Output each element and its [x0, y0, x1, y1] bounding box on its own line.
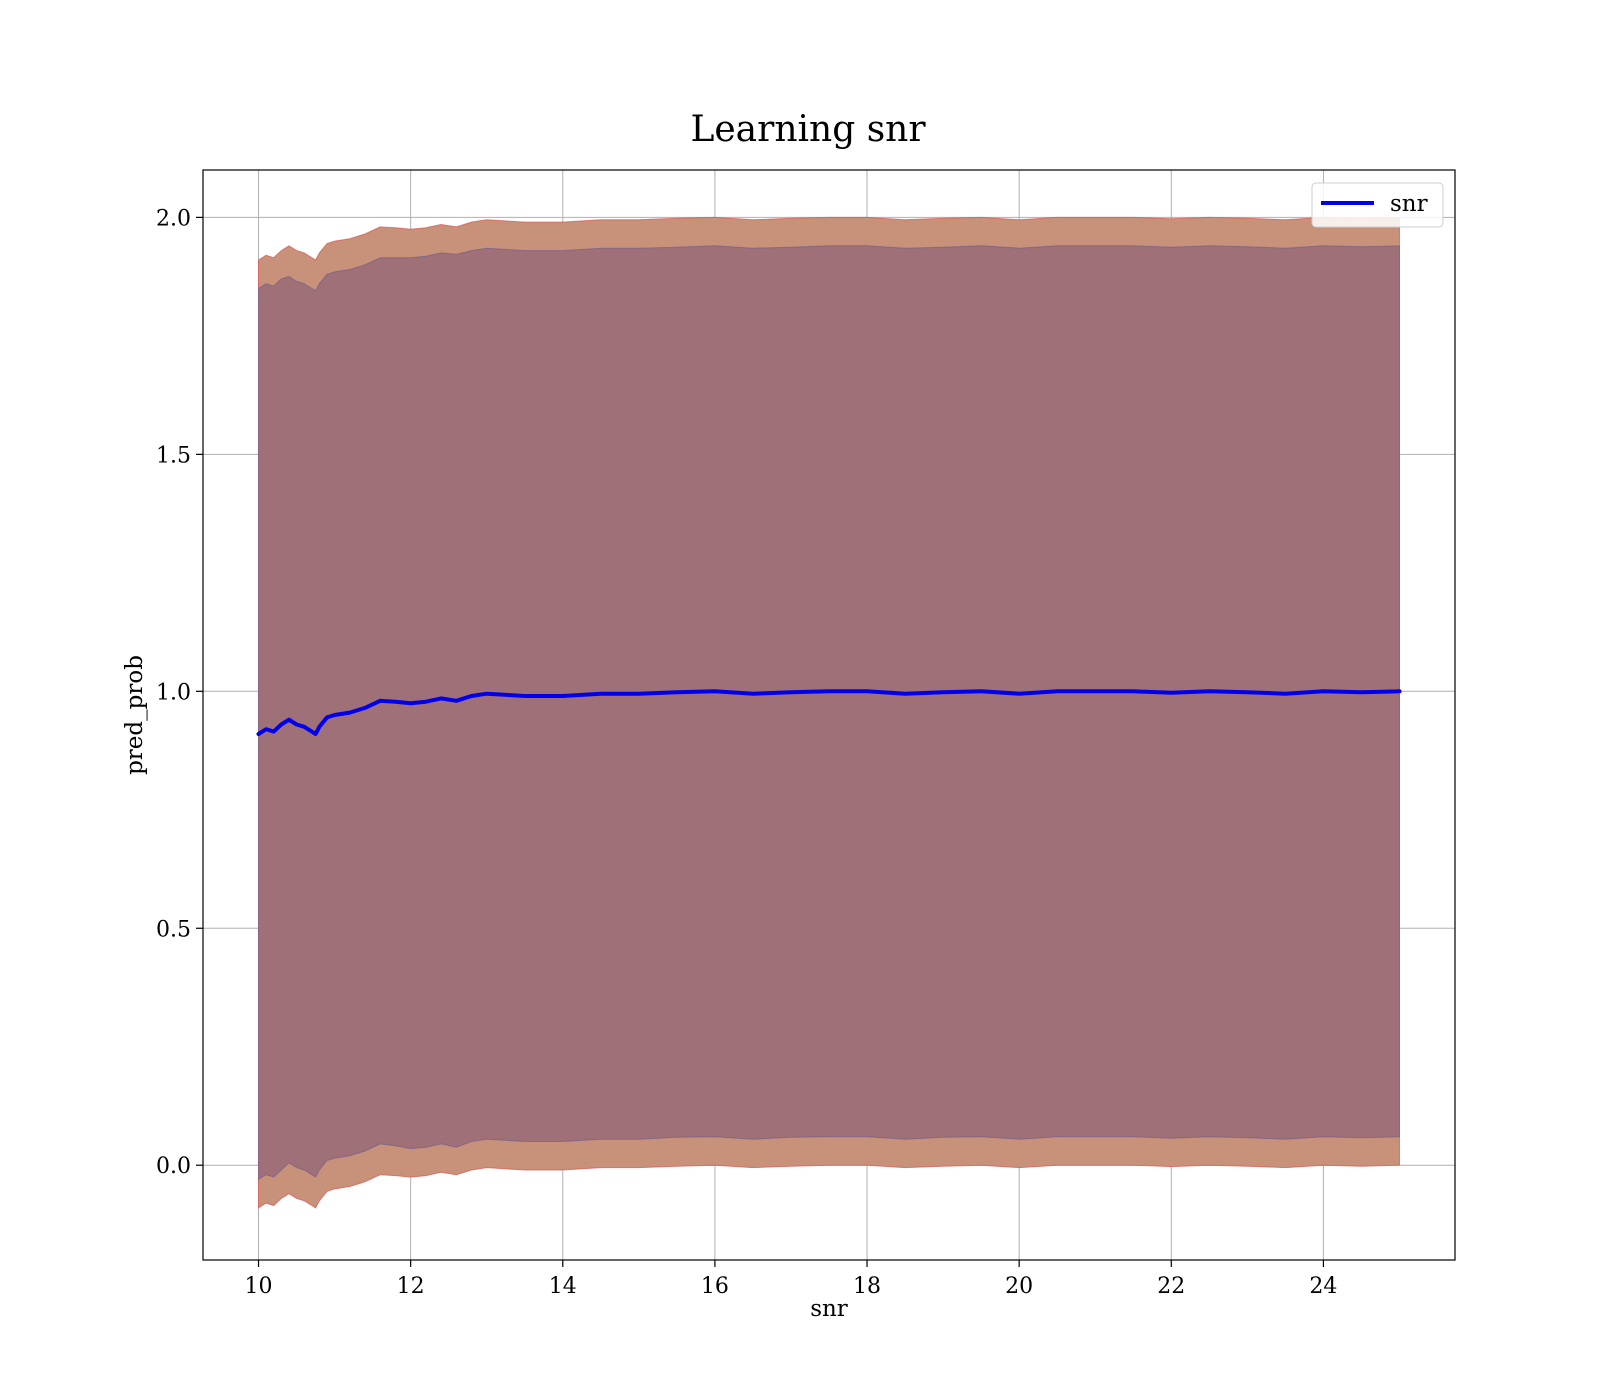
x-tick-label: 14	[549, 1274, 577, 1299]
inner-confidence-band	[258, 245, 1400, 1181]
y-tick-label: 1.5	[156, 443, 191, 468]
x-tick-label: 16	[701, 1274, 729, 1299]
legend: snr	[1311, 182, 1444, 228]
y-tick-label: 1.0	[156, 680, 191, 705]
y-tick-label: 0.0	[156, 1154, 191, 1179]
x-tick-label: 22	[1157, 1274, 1185, 1299]
x-tick-label: 20	[1005, 1274, 1033, 1299]
x-tick-label: 10	[245, 1274, 273, 1299]
line-layer	[256, 689, 1402, 736]
band-layer	[258, 216, 1400, 1209]
x-tick-label: 12	[397, 1274, 425, 1299]
legend-label-snr: snr	[1390, 191, 1428, 217]
x-tick-label: 24	[1309, 1274, 1337, 1299]
y-axis-label: pred_prob	[122, 655, 148, 775]
axes-frame	[202, 169, 1456, 1261]
x-axis-ticks: 10 12 14 16 18 20 22 24	[245, 1260, 1337, 1299]
y-tick-label: 2.0	[156, 206, 191, 231]
chart-title: Learning snr	[690, 109, 926, 150]
y-axis-ticks: 0.0 0.5 1.0 1.5 2.0	[156, 206, 203, 1179]
y-tick-label: 0.5	[156, 917, 191, 942]
series-line-snr	[256, 689, 1402, 736]
x-tick-label: 18	[853, 1274, 881, 1299]
x-axis-label: snr	[810, 1296, 848, 1322]
legend-box	[1311, 182, 1444, 228]
plot-area	[202, 169, 1456, 1261]
